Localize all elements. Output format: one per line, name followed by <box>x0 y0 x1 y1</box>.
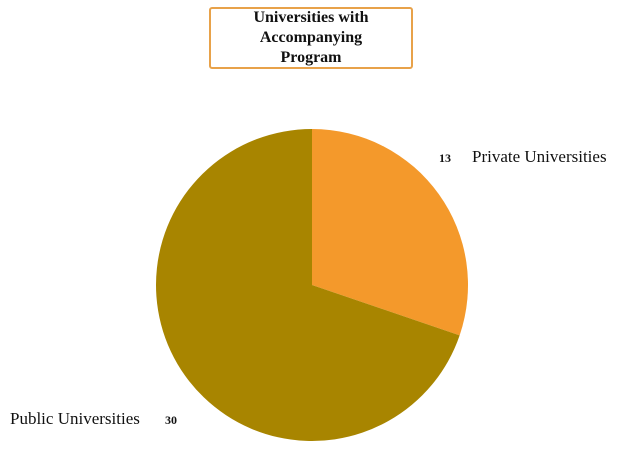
value-label: 30 <box>165 413 177 427</box>
pie-slice <box>156 129 460 442</box>
chart-title: Universities with Accompanying Program <box>209 7 413 69</box>
legend-label: Public Universities <box>10 409 140 428</box>
pie-slice <box>312 129 468 336</box>
legend-label: Private Universities <box>472 147 607 166</box>
value-label: 13 <box>439 151 451 165</box>
